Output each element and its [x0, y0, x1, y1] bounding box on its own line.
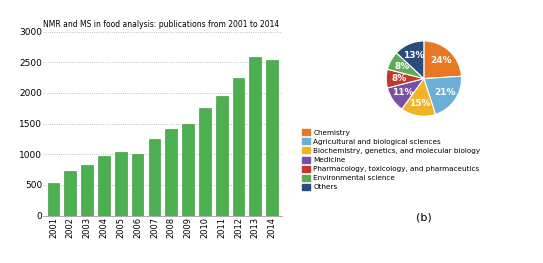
Bar — [81, 165, 93, 216]
Bar — [266, 60, 278, 216]
Bar — [249, 57, 261, 216]
Text: NMR and MS in food analysis: publications from 2001 to 2014: NMR and MS in food analysis: publication… — [43, 21, 280, 29]
Text: 8%: 8% — [391, 74, 406, 83]
Bar — [65, 171, 76, 216]
Bar — [132, 154, 143, 216]
Text: 11%: 11% — [392, 88, 414, 97]
Wedge shape — [424, 41, 462, 79]
Wedge shape — [387, 53, 424, 79]
Text: 24%: 24% — [430, 56, 452, 65]
Legend: Chemistry, Agricultural and biological sciences, Biochemistry, genetics, and mol: Chemistry, Agricultural and biological s… — [302, 129, 481, 190]
Bar — [216, 96, 228, 216]
Bar — [199, 108, 211, 216]
Bar — [149, 139, 160, 216]
Bar — [48, 183, 59, 216]
Text: 21%: 21% — [434, 88, 456, 97]
Bar — [232, 78, 244, 216]
Wedge shape — [387, 79, 424, 109]
Text: 8%: 8% — [394, 62, 409, 71]
Wedge shape — [402, 79, 435, 116]
Text: 13%: 13% — [403, 51, 425, 60]
Wedge shape — [396, 41, 424, 79]
Wedge shape — [424, 76, 462, 114]
Bar — [166, 129, 177, 216]
Text: (b): (b) — [416, 213, 432, 222]
Bar — [182, 124, 194, 216]
Bar — [98, 155, 110, 216]
Bar — [115, 152, 127, 216]
Text: 15%: 15% — [409, 99, 431, 108]
Wedge shape — [386, 69, 424, 88]
